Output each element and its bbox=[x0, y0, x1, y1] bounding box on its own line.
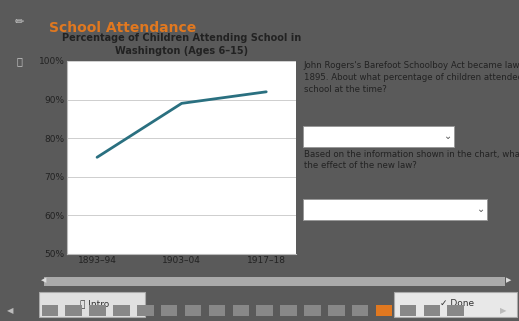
Bar bbox=[447, 305, 464, 316]
Bar bbox=[304, 305, 321, 316]
Bar bbox=[65, 305, 82, 316]
Text: 🎧: 🎧 bbox=[17, 56, 22, 66]
Text: John Rogers's Barefoot Schoolboy Act became law in
1895. About what percentage o: John Rogers's Barefoot Schoolboy Act bec… bbox=[304, 61, 519, 94]
Bar bbox=[42, 305, 58, 316]
Text: ✓ Done: ✓ Done bbox=[440, 299, 474, 308]
Bar bbox=[424, 305, 440, 316]
Bar bbox=[209, 305, 225, 316]
FancyBboxPatch shape bbox=[303, 199, 487, 220]
Text: ✏: ✏ bbox=[15, 17, 24, 27]
Text: ⌄: ⌄ bbox=[444, 131, 452, 141]
Bar bbox=[256, 305, 273, 316]
Text: 🔊 Intro: 🔊 Intro bbox=[79, 299, 109, 308]
FancyBboxPatch shape bbox=[39, 292, 144, 317]
Bar bbox=[376, 305, 392, 316]
Text: ▶: ▶ bbox=[507, 277, 512, 283]
FancyBboxPatch shape bbox=[303, 126, 454, 147]
Text: Based on the information shown in the chart, what was
the effect of the new law?: Based on the information shown in the ch… bbox=[304, 150, 519, 170]
Bar bbox=[113, 305, 130, 316]
Bar bbox=[328, 305, 345, 316]
Bar bbox=[352, 305, 368, 316]
Bar bbox=[233, 305, 249, 316]
Bar bbox=[137, 305, 154, 316]
Bar bbox=[89, 305, 106, 316]
FancyBboxPatch shape bbox=[394, 292, 516, 317]
Bar bbox=[161, 305, 177, 316]
Bar bbox=[400, 305, 416, 316]
Text: ◀: ◀ bbox=[7, 306, 13, 315]
Text: ▶: ▶ bbox=[500, 306, 507, 315]
Bar bbox=[280, 305, 297, 316]
Text: ⌄: ⌄ bbox=[477, 204, 485, 214]
Bar bbox=[185, 305, 201, 316]
Text: ◀: ◀ bbox=[42, 277, 47, 283]
Title: Percentage of Children Attending School in
Washington (Ages 6–15): Percentage of Children Attending School … bbox=[62, 33, 301, 56]
FancyBboxPatch shape bbox=[44, 276, 504, 286]
Text: School Attendance: School Attendance bbox=[49, 21, 196, 35]
